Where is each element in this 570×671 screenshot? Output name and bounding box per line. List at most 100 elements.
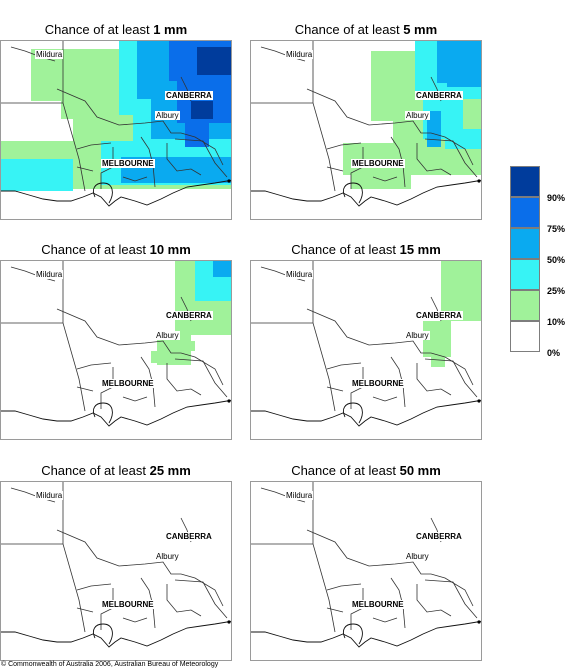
region-border [372,617,398,623]
region-border [62,482,86,633]
region-border [372,396,398,402]
region-border [166,584,202,617]
legend-swatch [510,166,540,197]
forecast-panel: Chance of at least 10 mm Mildura CANBERRA A… [0,240,232,440]
region-border [326,386,344,392]
place-label-melbourne: MELBOURNE [101,159,155,168]
port-phillip-bay [92,402,113,424]
region-border [326,607,344,613]
port-phillip-bay [342,182,363,204]
place-label-canberra: CANBERRA [415,532,463,541]
probability-shading [445,129,481,149]
east-cape-marker [477,620,481,624]
east-cape-marker [227,620,231,624]
region-border [326,166,344,172]
panel-title: Chance of at least 50 mm [250,461,482,481]
legend-label: 75% [547,224,566,234]
region-border [390,136,406,188]
place-label-mildura: Mildura [35,50,64,59]
east-cape-marker [477,399,481,403]
place-label-canberra: CANBERRA [165,311,213,320]
probability-shading [351,173,411,189]
rainfall-probability-map: Mildura CANBERRA Albury MELBOURNE [250,40,482,220]
coastline [1,179,231,207]
forecast-panel: Chance of at least 5 mm Mildura CANBERRA Al… [250,20,482,220]
legend-label: 50% [547,255,566,265]
map-canvas [1,261,231,427]
coastline [1,620,231,648]
region-border [174,579,228,619]
region-border [326,142,362,150]
rainfall-probability-map: Mildura CANBERRA Albury MELBOURNE [0,260,232,440]
map-canvas [1,41,231,207]
legend-swatch [510,228,540,259]
panel-threshold: 15 mm [399,242,441,257]
place-label-albury: Albury [155,111,180,120]
coastline [251,179,481,207]
probability-shading [181,341,195,351]
region-border [122,176,148,182]
region-border [416,584,452,617]
region-border [62,41,86,192]
region-border [306,529,474,607]
region-border [424,579,478,619]
region-border [140,577,156,629]
panel-title-prefix: Chance of at least [41,242,146,257]
port-phillip-bay [342,402,363,424]
legend-label: 90% [547,193,566,203]
rainfall-probability-map: Mildura CANBERRA Albury MELBOURNE [0,481,232,661]
probability-shading [431,357,445,367]
panel-title: Chance of at least 10 mm [0,240,232,260]
region-border [260,487,306,503]
region-border [416,143,452,176]
place-label-canberra: CANBERRA [165,91,213,100]
region-border [140,136,156,188]
region-border [122,617,148,623]
region-border [76,166,94,172]
coastline [251,620,481,648]
place-label-albury: Albury [155,331,180,340]
place-label-mildura: Mildura [35,270,64,279]
place-label-albury: Albury [405,111,430,120]
region-border [312,41,336,192]
region-border [76,142,112,150]
coastline [251,399,481,427]
region-border [100,147,114,189]
region-border [100,367,114,409]
legend-label: 0% [547,348,561,358]
region-border [122,396,148,402]
panel-title-prefix: Chance of at least [291,242,396,257]
region-border [260,46,306,62]
probability-shading [1,159,73,191]
probability-shading [197,47,231,75]
region-border [100,588,114,630]
region-border [424,138,478,178]
place-label-mildura: Mildura [285,491,314,500]
probability-shading [151,351,169,363]
place-label-canberra: CANBERRA [415,311,463,320]
region-border [166,143,202,176]
place-label-albury: Albury [405,331,430,340]
region-border [390,356,406,408]
region-border [312,261,336,412]
region-border [76,362,112,370]
region-border [424,358,478,398]
region-border [76,386,94,392]
place-label-melbourne: MELBOURNE [101,600,155,609]
place-label-melbourne: MELBOURNE [351,159,405,168]
port-phillip-bay [92,623,113,645]
region-border [174,138,228,178]
map-canvas [251,261,481,427]
region-border [326,362,362,370]
east-cape-marker [227,399,231,403]
rainfall-probability-map: Mildura CANBERRA Albury MELBOURNE [250,260,482,440]
region-border [10,46,56,62]
port-phillip-bay [92,182,113,204]
place-label-mildura: Mildura [285,270,314,279]
forecast-panel: Chance of at least 1 mm Mildura CANBERRA Al… [0,20,232,220]
region-border [10,266,56,282]
map-canvas [251,482,481,648]
panel-title-prefix: Chance of at least [41,463,146,478]
place-label-mildura: Mildura [35,491,64,500]
panel-threshold: 1 mm [153,22,188,37]
